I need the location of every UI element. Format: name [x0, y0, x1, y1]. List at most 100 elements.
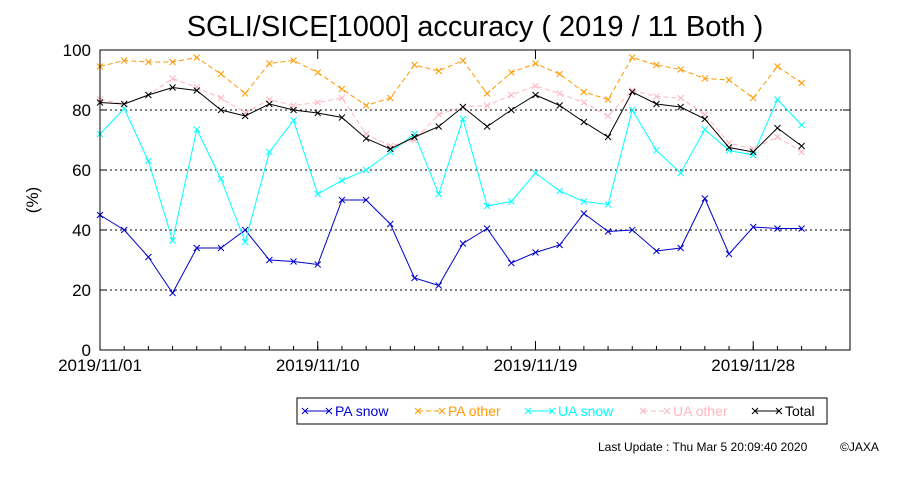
data-point-pa-other [290, 57, 297, 64]
data-point-pa-other [241, 90, 249, 97]
data-point-pa-other [386, 94, 394, 102]
data-point-pa-other [435, 67, 443, 75]
legend-item-total: Total [751, 403, 815, 419]
footer-last-update: Last Update : Thu Mar 5 20:09:40 2020 [598, 440, 808, 454]
data-point-ua-snow [749, 151, 757, 159]
data-point-pa-other [338, 85, 346, 93]
data-point-ua-snow [459, 115, 467, 123]
data-point-ua-snow [386, 148, 394, 156]
legend-label-total: Total [785, 403, 815, 419]
data-point-pa-other [411, 61, 418, 69]
data-point-total [725, 144, 733, 151]
data-point-total [532, 91, 539, 99]
data-point-pa-snow [193, 244, 201, 252]
legend-item-ua-snow: UA snow [524, 403, 614, 419]
data-point-ua-snow [701, 126, 709, 133]
data-point-ua-snow [338, 177, 346, 184]
data-point-pa-snow [677, 244, 684, 252]
data-point-ua-snow [217, 175, 225, 183]
data-point-ua-snow [604, 201, 612, 208]
data-point-pa-snow [145, 253, 152, 261]
data-point-ua-other [556, 90, 564, 97]
data-point-pa-other [580, 88, 588, 96]
data-point-pa-other [507, 69, 515, 76]
data-point-ua-snow [725, 147, 733, 154]
data-point-total [628, 88, 636, 96]
legend-marker-pa-snow [325, 407, 333, 415]
data-point-ua-other [507, 91, 515, 99]
data-point-total [507, 106, 515, 114]
data-point-pa-other [556, 70, 564, 78]
data-point-total [798, 142, 805, 150]
data-point-ua-other [483, 102, 491, 109]
legend-marker-total [775, 407, 783, 415]
data-point-ua-snow [580, 198, 588, 205]
data-point-pa-snow [290, 258, 297, 265]
data-point-total [241, 112, 249, 120]
data-point-ua-snow [145, 157, 152, 165]
legend-marker-pa-other [414, 407, 422, 415]
data-point-ua-snow [193, 126, 201, 133]
data-point-pa-snow [483, 225, 491, 232]
data-point-ua-snow [532, 169, 539, 177]
data-point-total [217, 106, 225, 114]
legend-label-pa-snow: PA snow [335, 403, 389, 419]
data-point-pa-other [193, 54, 201, 61]
legend: PA snow PA other UA snow UA other Total [296, 397, 828, 425]
data-point-ua-snow [556, 187, 564, 195]
legend-marker-ua-other [663, 407, 671, 415]
y-tick-label: 20 [72, 281, 91, 300]
data-point-pa-snow [120, 226, 128, 234]
data-point-ua-other [532, 82, 539, 90]
series-ua-snow [96, 96, 805, 246]
data-point-total [314, 109, 322, 117]
series-line-ua-snow [99, 98, 802, 244]
legend-marker-ua-snow [548, 407, 556, 415]
legend-marker-ua-other [639, 407, 647, 415]
data-point-ua-other [798, 148, 805, 156]
data-point-ua-other [217, 94, 225, 102]
data-point-pa-other [314, 69, 322, 76]
data-point-ua-other [604, 112, 612, 120]
legend-marker-ua-snow [524, 407, 532, 415]
data-point-pa-other [774, 63, 781, 70]
data-point-total [338, 114, 346, 121]
data-point-pa-snow [241, 226, 249, 234]
legend-box [296, 397, 828, 425]
data-point-pa-other [483, 90, 491, 97]
y-tick-label: 60 [72, 161, 91, 180]
footer-copyright: ©JAXA [840, 440, 879, 454]
legend-label-ua-other: UA other [673, 403, 728, 419]
data-point-ua-snow [435, 190, 443, 198]
data-point-total [459, 103, 467, 111]
data-point-ua-snow [362, 166, 370, 174]
legend-item-pa-other: PA other [414, 403, 501, 419]
data-point-total [362, 135, 370, 142]
data-point-pa-other [266, 60, 273, 67]
grid-lines [100, 109, 850, 291]
data-point-total [483, 123, 491, 130]
data-point-ua-snow [628, 106, 636, 114]
data-point-ua-snow [774, 96, 781, 103]
data-point-ua-snow [241, 238, 249, 246]
x-tick-label: 2019/11/01 [58, 356, 142, 375]
data-point-total [701, 115, 709, 123]
data-point-pa-snow [798, 225, 805, 232]
legend-marker-total [751, 407, 759, 415]
y-tick-label: 0 [82, 341, 91, 360]
data-point-pa-snow [532, 249, 539, 256]
data-point-ua-snow [266, 148, 273, 156]
data-point-pa-other [628, 54, 636, 61]
data-point-ua-other [314, 99, 322, 106]
x-tick-label: 2019/11/10 [276, 356, 360, 375]
data-point-pa-other [701, 75, 709, 82]
data-point-pa-other [145, 58, 152, 66]
data-point-ua-other [169, 75, 176, 82]
chart-title: SGLI/SICE[1000] accuracy ( 2019 / 11 Bot… [187, 11, 764, 43]
data-point-pa-snow [507, 259, 515, 267]
legend-label-pa-other: PA other [448, 403, 501, 419]
data-point-total [169, 84, 176, 91]
data-point-ua-snow [798, 121, 805, 129]
data-point-pa-snow [653, 247, 660, 255]
